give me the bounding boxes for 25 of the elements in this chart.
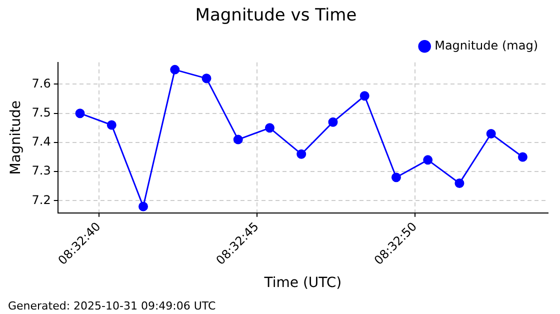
point [264, 123, 274, 133]
chart-title: Magnitude vs Time [195, 6, 357, 26]
y-axis-title: Magnitude [8, 100, 24, 175]
point [202, 74, 212, 84]
y-tick-label: 7.3 [32, 164, 51, 178]
point [486, 128, 496, 138]
point [296, 149, 306, 159]
y-tick-label: 7.2 [32, 192, 51, 207]
point [423, 155, 433, 165]
point [75, 108, 85, 118]
point [518, 152, 528, 162]
legend-label: Magnitude (mag) [434, 38, 538, 53]
point [138, 202, 148, 212]
y-tick-label: 7.6 [32, 76, 51, 90]
point [233, 134, 243, 144]
point [328, 117, 338, 127]
y-tick-label: 7.5 [32, 105, 51, 120]
point [170, 64, 180, 74]
point [391, 172, 401, 182]
text: Generated: 2025-10-31 09:49:06 UTC [8, 299, 216, 312]
point [454, 178, 464, 188]
point [360, 91, 370, 101]
point [106, 120, 116, 130]
x-axis-title: Time (UTC) [263, 275, 342, 292]
y-tick-label: 7.4 [32, 134, 51, 149]
